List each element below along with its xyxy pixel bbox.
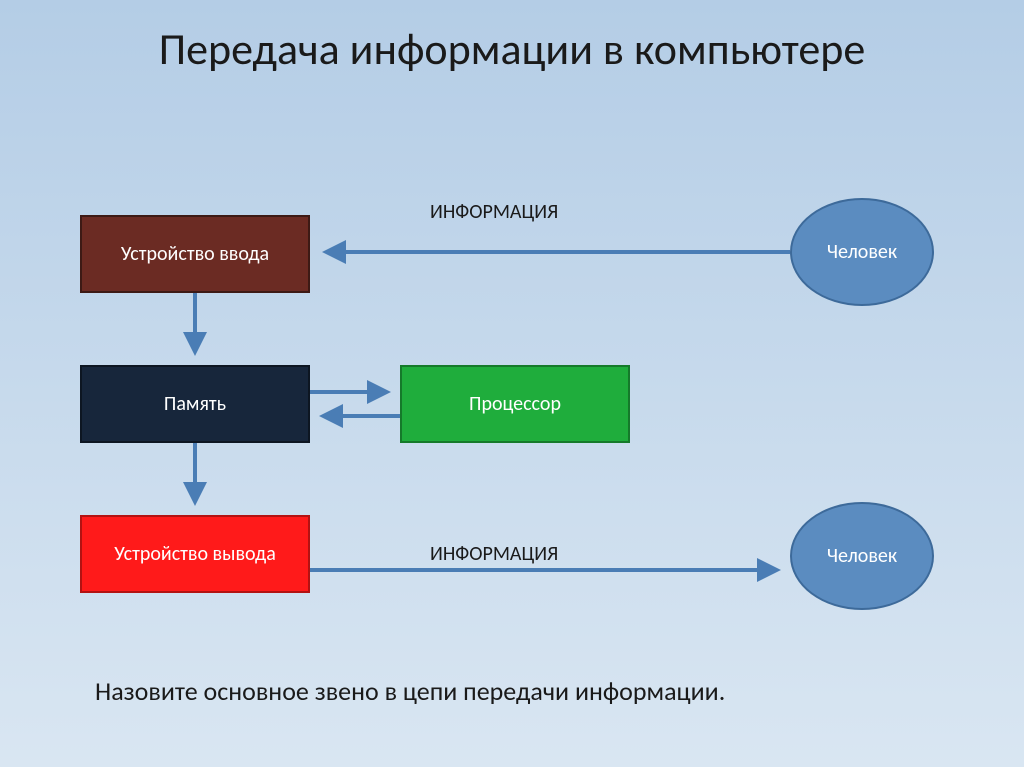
node-cpu: Процессор: [400, 365, 630, 443]
node-person-top: Человек: [790, 198, 934, 306]
slide-title: Передача информации в компьютере: [0, 24, 1024, 75]
slide: Передача информации в компьютере Устройс…: [0, 0, 1024, 767]
node-label: Память: [164, 392, 226, 416]
node-input-device: Устройство ввода: [80, 215, 310, 293]
node-memory: Память: [80, 365, 310, 443]
node-label: Человек: [827, 544, 897, 568]
node-label: Устройство ввода: [121, 242, 269, 266]
node-output-device: Устройство вывода: [80, 515, 310, 593]
caption: Назовите основное звено в цепи передачи …: [95, 675, 725, 707]
edge-label-info-top: ИНФОРМАЦИЯ: [430, 200, 558, 224]
node-label: Человек: [827, 240, 897, 264]
node-label: Устройство вывода: [114, 542, 276, 566]
node-label: Процессор: [469, 392, 561, 416]
node-person-bottom: Человек: [790, 502, 934, 610]
edge-label-info-bottom: ИНФОРМАЦИЯ: [430, 542, 558, 566]
